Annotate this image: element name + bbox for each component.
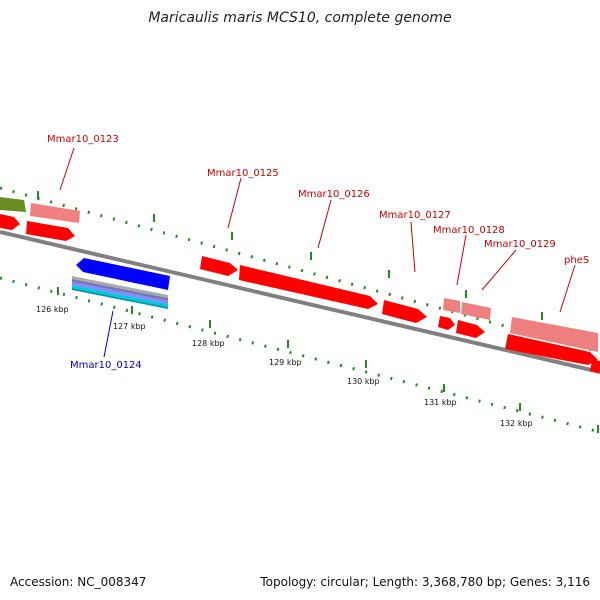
- kbp-label-132: 132 kbp: [500, 419, 533, 428]
- leader-lines: [59, 147, 576, 358]
- gene-label-0127[interactable]: Mmar10_0127: [379, 210, 451, 221]
- gene-label-0124[interactable]: Mmar10_0124: [70, 360, 142, 371]
- cds-0122-arrow[interactable]: [0, 214, 20, 230]
- cds-0129-light[interactable]: [461, 302, 491, 320]
- cds-phes-light[interactable]: [510, 317, 598, 352]
- kbp-label-130: 130 kbp: [347, 377, 380, 386]
- kbp-label-129: 129 kbp: [269, 358, 302, 367]
- cds-0126-arrow[interactable]: [239, 265, 378, 309]
- gene-label-0125[interactable]: Mmar10_0125: [207, 168, 279, 179]
- cds-0125-arrow[interactable]: [200, 256, 238, 276]
- cds-0124-reverse[interactable]: [76, 258, 170, 290]
- outer-major-ticks: [37, 191, 543, 320]
- kbp-label-127: 127 kbp: [113, 322, 146, 331]
- gene-label-0129[interactable]: Mmar10_0129: [484, 239, 556, 250]
- cds-0127-arrow[interactable]: [382, 300, 427, 323]
- cds-0130-arrow[interactable]: [590, 360, 600, 373]
- cds-rna-0122[interactable]: [0, 197, 26, 212]
- cds-phes-arrow[interactable]: [505, 334, 598, 365]
- kbp-label-128: 128 kbp: [192, 339, 225, 348]
- inner-major-ticks: [57, 287, 599, 433]
- map-title: Maricaulis maris MCS10, complete genome: [148, 10, 452, 26]
- cds-0129-arrow[interactable]: [456, 320, 485, 338]
- cds-0123-light[interactable]: [30, 203, 80, 223]
- kbp-label-126: 126 kbp: [36, 305, 69, 314]
- gene-label-0128[interactable]: Mmar10_0128: [433, 225, 505, 236]
- cds-0124-track-bands: [72, 276, 168, 309]
- accession-text: Accession: NC_008347: [10, 575, 147, 589]
- kbp-label-131: 131 kbp: [424, 398, 457, 407]
- cds-0128-light-a[interactable]: [443, 298, 460, 313]
- gene-label-0126[interactable]: Mmar10_0126: [298, 189, 370, 200]
- cds-0123-arrow[interactable]: [26, 221, 75, 241]
- topology-text: Topology: circular; Length: 3,368,780 bp…: [260, 575, 590, 589]
- genome-backbone: [0, 230, 600, 374]
- gene-label-phes[interactable]: pheS: [564, 255, 589, 266]
- cds-0128-arrow[interactable]: [438, 316, 455, 330]
- gene-label-0123[interactable]: Mmar10_0123: [47, 134, 119, 145]
